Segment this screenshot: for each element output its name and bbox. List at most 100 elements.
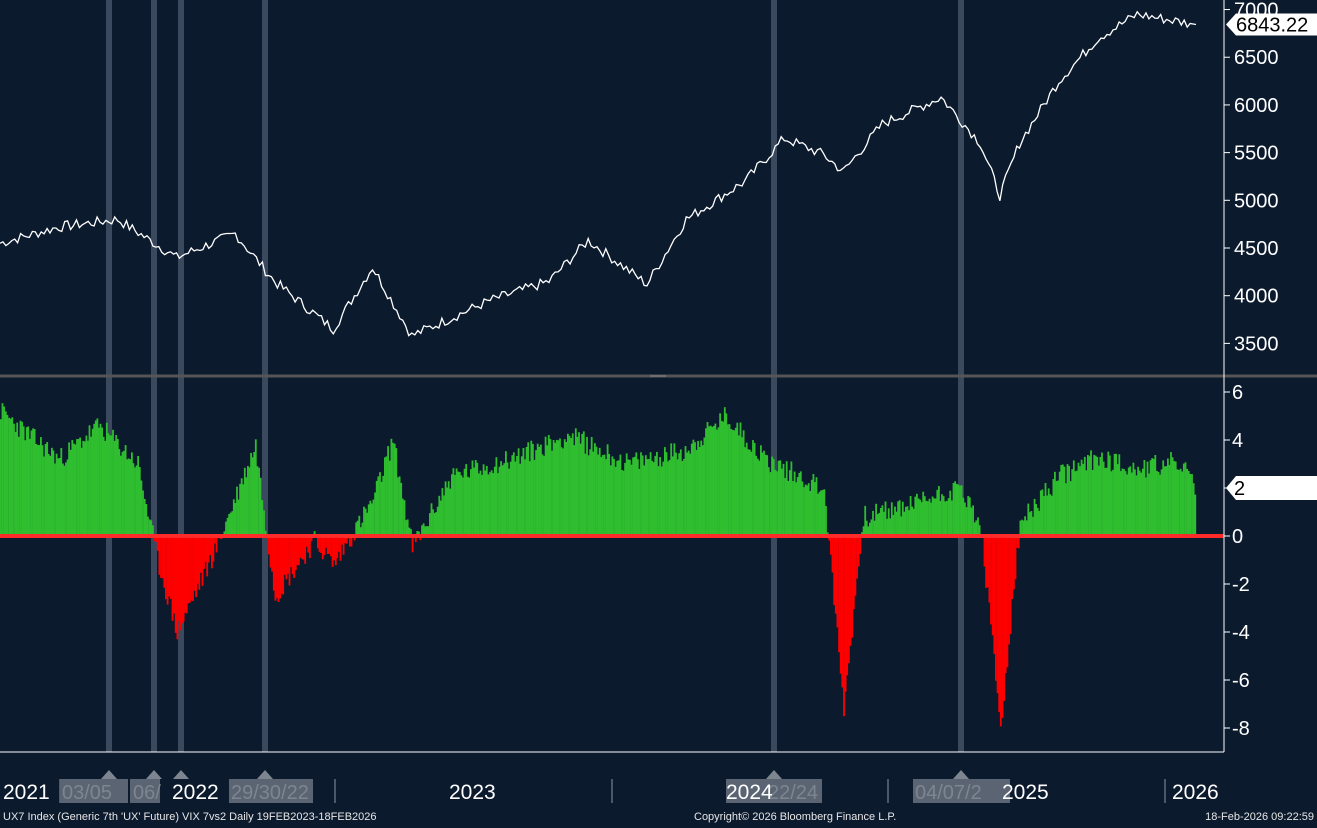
- positive-bar: [11, 417, 13, 536]
- positive-bar: [502, 465, 504, 536]
- negative-bar: [273, 536, 275, 591]
- positive-bar: [1062, 465, 1064, 537]
- positive-bar: [475, 460, 477, 536]
- negative-bar: [846, 536, 848, 675]
- positive-bar: [54, 464, 56, 537]
- positive-bar: [713, 426, 715, 536]
- positive-bar: [35, 444, 37, 536]
- positive-bar: [564, 439, 566, 536]
- positive-bar: [658, 466, 660, 536]
- positive-bar: [596, 447, 598, 536]
- positive-bar: [1057, 481, 1059, 537]
- positive-bar: [1112, 470, 1114, 536]
- positive-bar: [741, 437, 743, 536]
- positive-bar: [585, 454, 587, 536]
- positive-bar: [645, 455, 647, 536]
- positive-bar: [1117, 464, 1119, 536]
- positive-bar: [602, 455, 604, 536]
- positive-bar: [916, 494, 918, 536]
- positive-bar: [462, 478, 464, 537]
- positive-bar: [516, 456, 518, 536]
- positive-bar: [974, 522, 976, 536]
- positive-bar: [1095, 456, 1097, 536]
- negative-bar: [287, 536, 289, 574]
- negative-bar: [289, 536, 291, 585]
- negative-bar: [183, 536, 185, 621]
- negative-bar: [989, 536, 991, 602]
- positive-bar: [565, 442, 567, 536]
- positive-bar: [704, 438, 706, 537]
- positive-bar: [448, 481, 450, 536]
- negative-bar: [1015, 536, 1017, 579]
- positive-bar: [141, 481, 143, 537]
- positive-bar: [1074, 471, 1076, 536]
- negative-bar: [984, 536, 986, 567]
- positive-bar: [554, 443, 556, 536]
- negative-bar: [328, 536, 330, 554]
- positive-bar: [1027, 504, 1029, 536]
- positive-bar: [716, 430, 718, 536]
- positive-bar: [871, 519, 873, 536]
- positive-bar: [623, 471, 625, 536]
- negative-bar: [992, 536, 994, 635]
- positive-bar: [1140, 473, 1142, 536]
- positive-bar: [1194, 495, 1196, 536]
- positive-bar: [70, 450, 72, 536]
- positive-bar: [640, 452, 642, 536]
- negative-bar: [340, 536, 342, 561]
- positive-bar: [524, 459, 526, 536]
- positive-bar: [492, 473, 494, 536]
- positive-bar: [822, 490, 824, 536]
- positive-bar: [946, 501, 948, 536]
- positive-bar: [752, 440, 754, 536]
- positive-bar: [936, 490, 938, 536]
- positive-bar: [405, 520, 407, 536]
- negative-bar: [1000, 536, 1002, 726]
- negative-bar: [1005, 536, 1007, 673]
- positive-bar: [806, 485, 808, 536]
- positive-bar: [84, 441, 86, 536]
- positive-bar: [459, 472, 461, 536]
- x-year-label: 2025: [1002, 781, 1049, 804]
- positive-bar: [379, 472, 381, 536]
- negative-bar: [189, 536, 191, 603]
- positive-bar: [112, 430, 114, 536]
- positive-bar: [808, 483, 810, 536]
- y-tick-label: -2: [1232, 574, 1250, 596]
- positive-bar: [733, 430, 735, 536]
- negative-bar: [303, 536, 305, 560]
- negative-bar: [284, 536, 286, 575]
- positive-bar: [1134, 469, 1136, 536]
- positive-bar: [526, 447, 528, 536]
- footer-timestamp: 18-Feb-2026 09:22:59: [1205, 811, 1314, 823]
- positive-bar: [100, 424, 102, 536]
- y-tick-label: 4000: [1234, 286, 1279, 308]
- negative-bar: [850, 536, 852, 646]
- positive-bar: [137, 456, 139, 536]
- positive-bar: [467, 477, 469, 536]
- positive-bar: [721, 421, 723, 536]
- positive-bar: [1125, 471, 1127, 536]
- positive-bar: [1024, 516, 1026, 536]
- positive-bar: [610, 465, 612, 536]
- positive-bar: [631, 465, 633, 536]
- negative-bar: [332, 536, 334, 567]
- positive-bar: [722, 422, 724, 536]
- positive-bar: [260, 478, 262, 536]
- positive-bar: [866, 521, 868, 536]
- positive-bar: [78, 439, 80, 536]
- footer-source: UX7 Index (Generic 7th 'UX' Future) VIX …: [3, 811, 377, 823]
- positive-bar: [118, 449, 120, 536]
- positive-bar: [1071, 469, 1073, 536]
- positive-bar: [1049, 494, 1051, 536]
- positive-bar: [1045, 483, 1047, 536]
- positive-bar: [577, 437, 579, 536]
- positive-bar: [1172, 457, 1174, 536]
- positive-bar: [650, 452, 652, 536]
- positive-bar: [639, 469, 641, 536]
- positive-bar: [1193, 483, 1195, 536]
- positive-bar: [653, 462, 655, 536]
- positive-bar: [252, 457, 254, 536]
- positive-bar: [443, 495, 445, 536]
- negative-bar: [275, 536, 277, 601]
